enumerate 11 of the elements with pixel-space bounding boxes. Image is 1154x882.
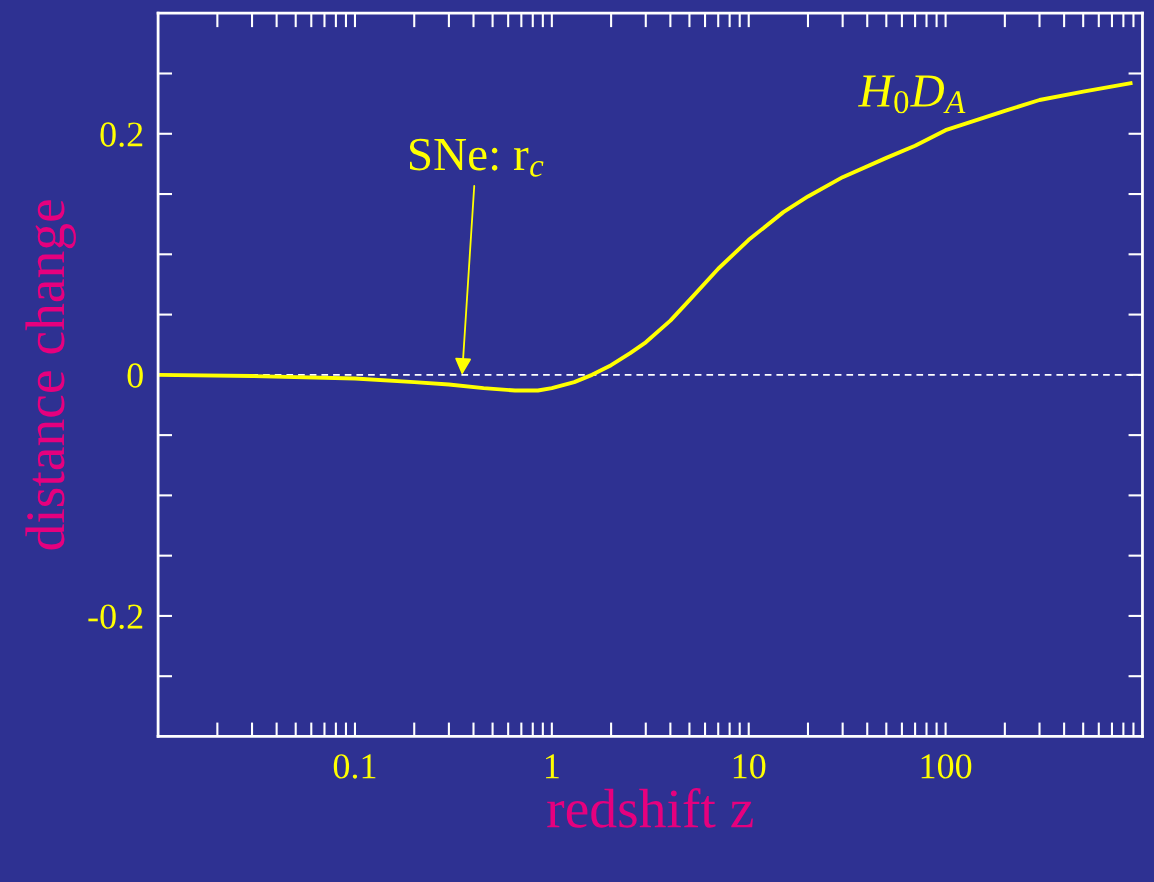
- x-tick-label: 1: [545, 754, 559, 779]
- series-label: H$_{0}$D$_{A}$: [858, 75, 966, 114]
- y-tick-label: 0.2: [100, 122, 143, 147]
- y-axis-title: distance change: [25, 200, 76, 550]
- x-axis-title: redshift z: [547, 788, 753, 828]
- annotation: SNe: r$_{c}$: [409, 138, 544, 177]
- x-tick-label: 0.1: [333, 754, 376, 779]
- x-tick-label: 10: [733, 754, 766, 779]
- y-tick-label: -0.2: [88, 604, 143, 629]
- y-tick-label: 0: [127, 363, 143, 388]
- x-tick-label: 100: [921, 754, 972, 779]
